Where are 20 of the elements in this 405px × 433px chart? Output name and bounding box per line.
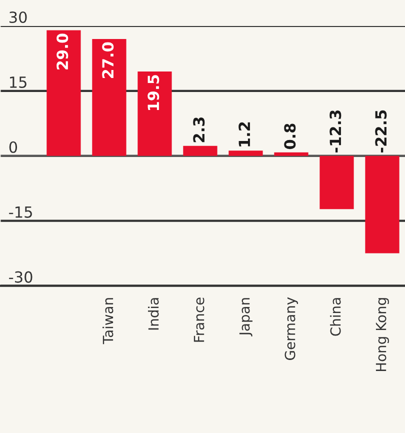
data-label: 1.2 bbox=[238, 122, 250, 146]
x-tick-label: Taiwan bbox=[102, 298, 114, 344]
y-tick-label: 15 bbox=[10, 76, 26, 88]
x-tick-label: France bbox=[194, 298, 204, 342]
y-tick-label: -30 bbox=[9, 271, 32, 283]
x-tick-label: Germany bbox=[284, 297, 298, 360]
y-tick-label: 30 bbox=[10, 11, 27, 24]
x-tick-label: India bbox=[148, 298, 159, 330]
x-tick-label: Japan bbox=[239, 298, 252, 336]
y-tick-label: 0 bbox=[9, 141, 18, 153]
data-label: 29.0 bbox=[56, 34, 68, 70]
data-label: 19.5 bbox=[148, 75, 160, 110]
data-label: -12.3 bbox=[330, 110, 342, 152]
data-label: 27.0 bbox=[102, 42, 114, 78]
data-label: -22.5 bbox=[375, 110, 387, 152]
x-tick-label: China bbox=[330, 298, 341, 336]
data-label: 2.3 bbox=[193, 117, 205, 142]
y-tick-label: -15 bbox=[9, 206, 32, 218]
x-tick-label: Hong Kong bbox=[376, 298, 389, 372]
data-label: 0.8 bbox=[284, 124, 296, 150]
